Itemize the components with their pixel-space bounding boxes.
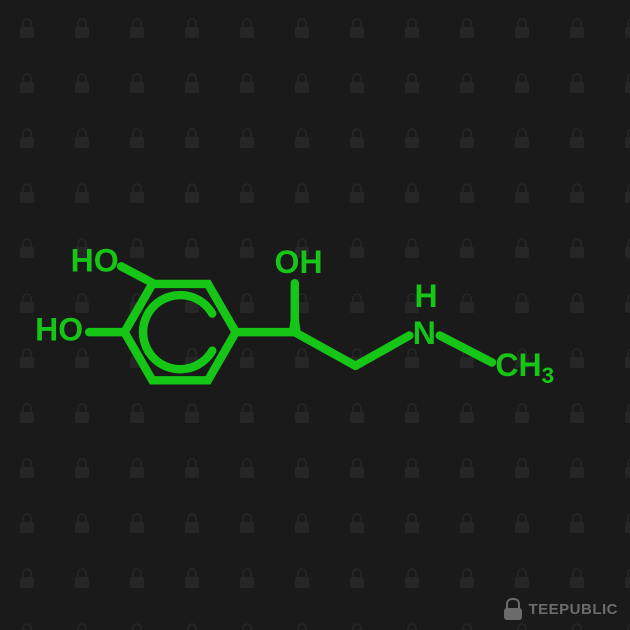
aromatic-circle [143, 295, 212, 369]
label-ho-top: HO [71, 242, 119, 278]
label-ch3: CH3 [495, 347, 554, 388]
label-ho-left: HO [35, 311, 83, 347]
watermark-text: TEEPUBLIC [528, 601, 618, 618]
lock-icon [504, 598, 522, 620]
label-oh-c1: OH [275, 244, 323, 280]
bond-ring-top-left [121, 266, 153, 283]
molecule-diagram: HO HO OH NH CH3 [0, 0, 630, 630]
watermark: TEEPUBLIC [504, 598, 618, 620]
bond-c1-c2 [295, 332, 356, 366]
bond-c2-n [355, 335, 409, 365]
label-h-on-n: H [414, 278, 437, 314]
bond-n-ch3 [440, 335, 492, 362]
label-n: N [413, 315, 436, 351]
